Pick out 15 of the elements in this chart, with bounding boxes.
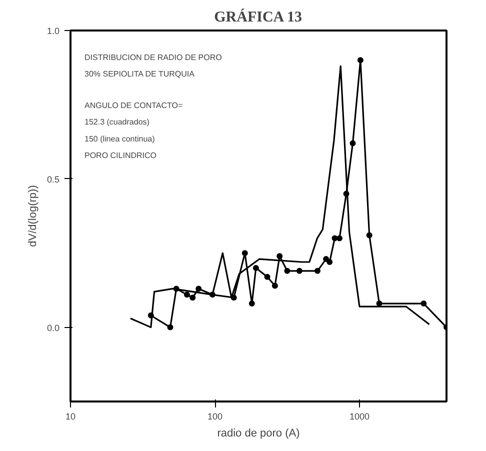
y-tick-label: 0.0 (46, 322, 60, 333)
annotation: ANGULO DE CONTACTO= (84, 100, 183, 110)
y-tick-label: 0.5 (46, 174, 60, 184)
x-tick-label: 10 (65, 412, 76, 422)
annotation: PORO CILINDRICO (84, 151, 157, 160)
x-tick-label: 100 (207, 412, 223, 422)
annotation: DISTRIBUCION DE RADIO DE PORO (84, 52, 222, 62)
y-tick-label: 1.0 (46, 26, 60, 36)
x-tick-label: 1000 (349, 412, 370, 422)
annotation: 30% SEPIOLITA DE TURQUIA (84, 69, 196, 78)
chart-title: GRÁFICA 13 (214, 8, 302, 26)
x-axis-title: radio de poro (A) (217, 428, 300, 440)
annotation: 150 (linea continua) (84, 134, 156, 144)
annotation: 152.3 (cuadrados) (84, 118, 150, 127)
y-axis-title: dV/d(log(rp)) (26, 185, 39, 247)
